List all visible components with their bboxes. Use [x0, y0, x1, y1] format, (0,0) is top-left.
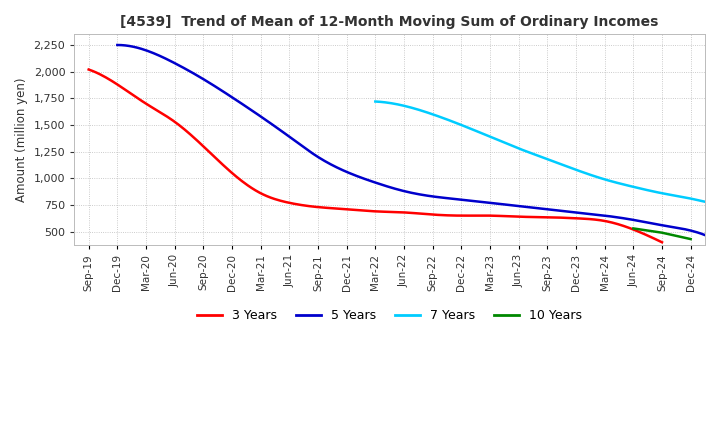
Legend: 3 Years, 5 Years, 7 Years, 10 Years: 3 Years, 5 Years, 7 Years, 10 Years — [192, 304, 587, 327]
3 Years — [604, 219, 613, 224]
7 Years — [593, 174, 601, 180]
Line: 3 Years: 3 Years — [89, 70, 662, 242]
3 Years — [567, 216, 576, 221]
3 Years — [84, 67, 93, 72]
3 Years — [426, 212, 434, 217]
3 Years — [436, 213, 444, 218]
5 Years — [115, 42, 124, 48]
5 Years — [472, 198, 480, 204]
10 Years — [686, 236, 695, 242]
3 Years — [657, 240, 666, 245]
5 Years — [715, 240, 720, 245]
Line: 7 Years: 7 Years — [375, 102, 720, 208]
3 Years — [424, 212, 433, 217]
5 Years — [482, 200, 490, 205]
Line: 5 Years: 5 Years — [117, 45, 719, 242]
7 Years — [371, 99, 379, 104]
7 Years — [599, 176, 608, 182]
5 Years — [659, 223, 667, 228]
3 Years — [86, 68, 95, 73]
10 Years — [629, 226, 638, 231]
Y-axis label: Amount (million yen): Amount (million yen) — [15, 77, 28, 202]
5 Years — [113, 42, 122, 48]
Line: 10 Years: 10 Years — [634, 228, 690, 239]
7 Years — [592, 174, 600, 180]
Title: [4539]  Trend of Mean of 12-Month Moving Sum of Ordinary Incomes: [4539] Trend of Mean of 12-Month Moving … — [120, 15, 659, 29]
7 Years — [372, 99, 381, 104]
10 Years — [657, 230, 666, 235]
5 Years — [469, 198, 478, 204]
7 Years — [685, 196, 694, 201]
5 Years — [621, 216, 629, 221]
7 Years — [708, 201, 717, 206]
